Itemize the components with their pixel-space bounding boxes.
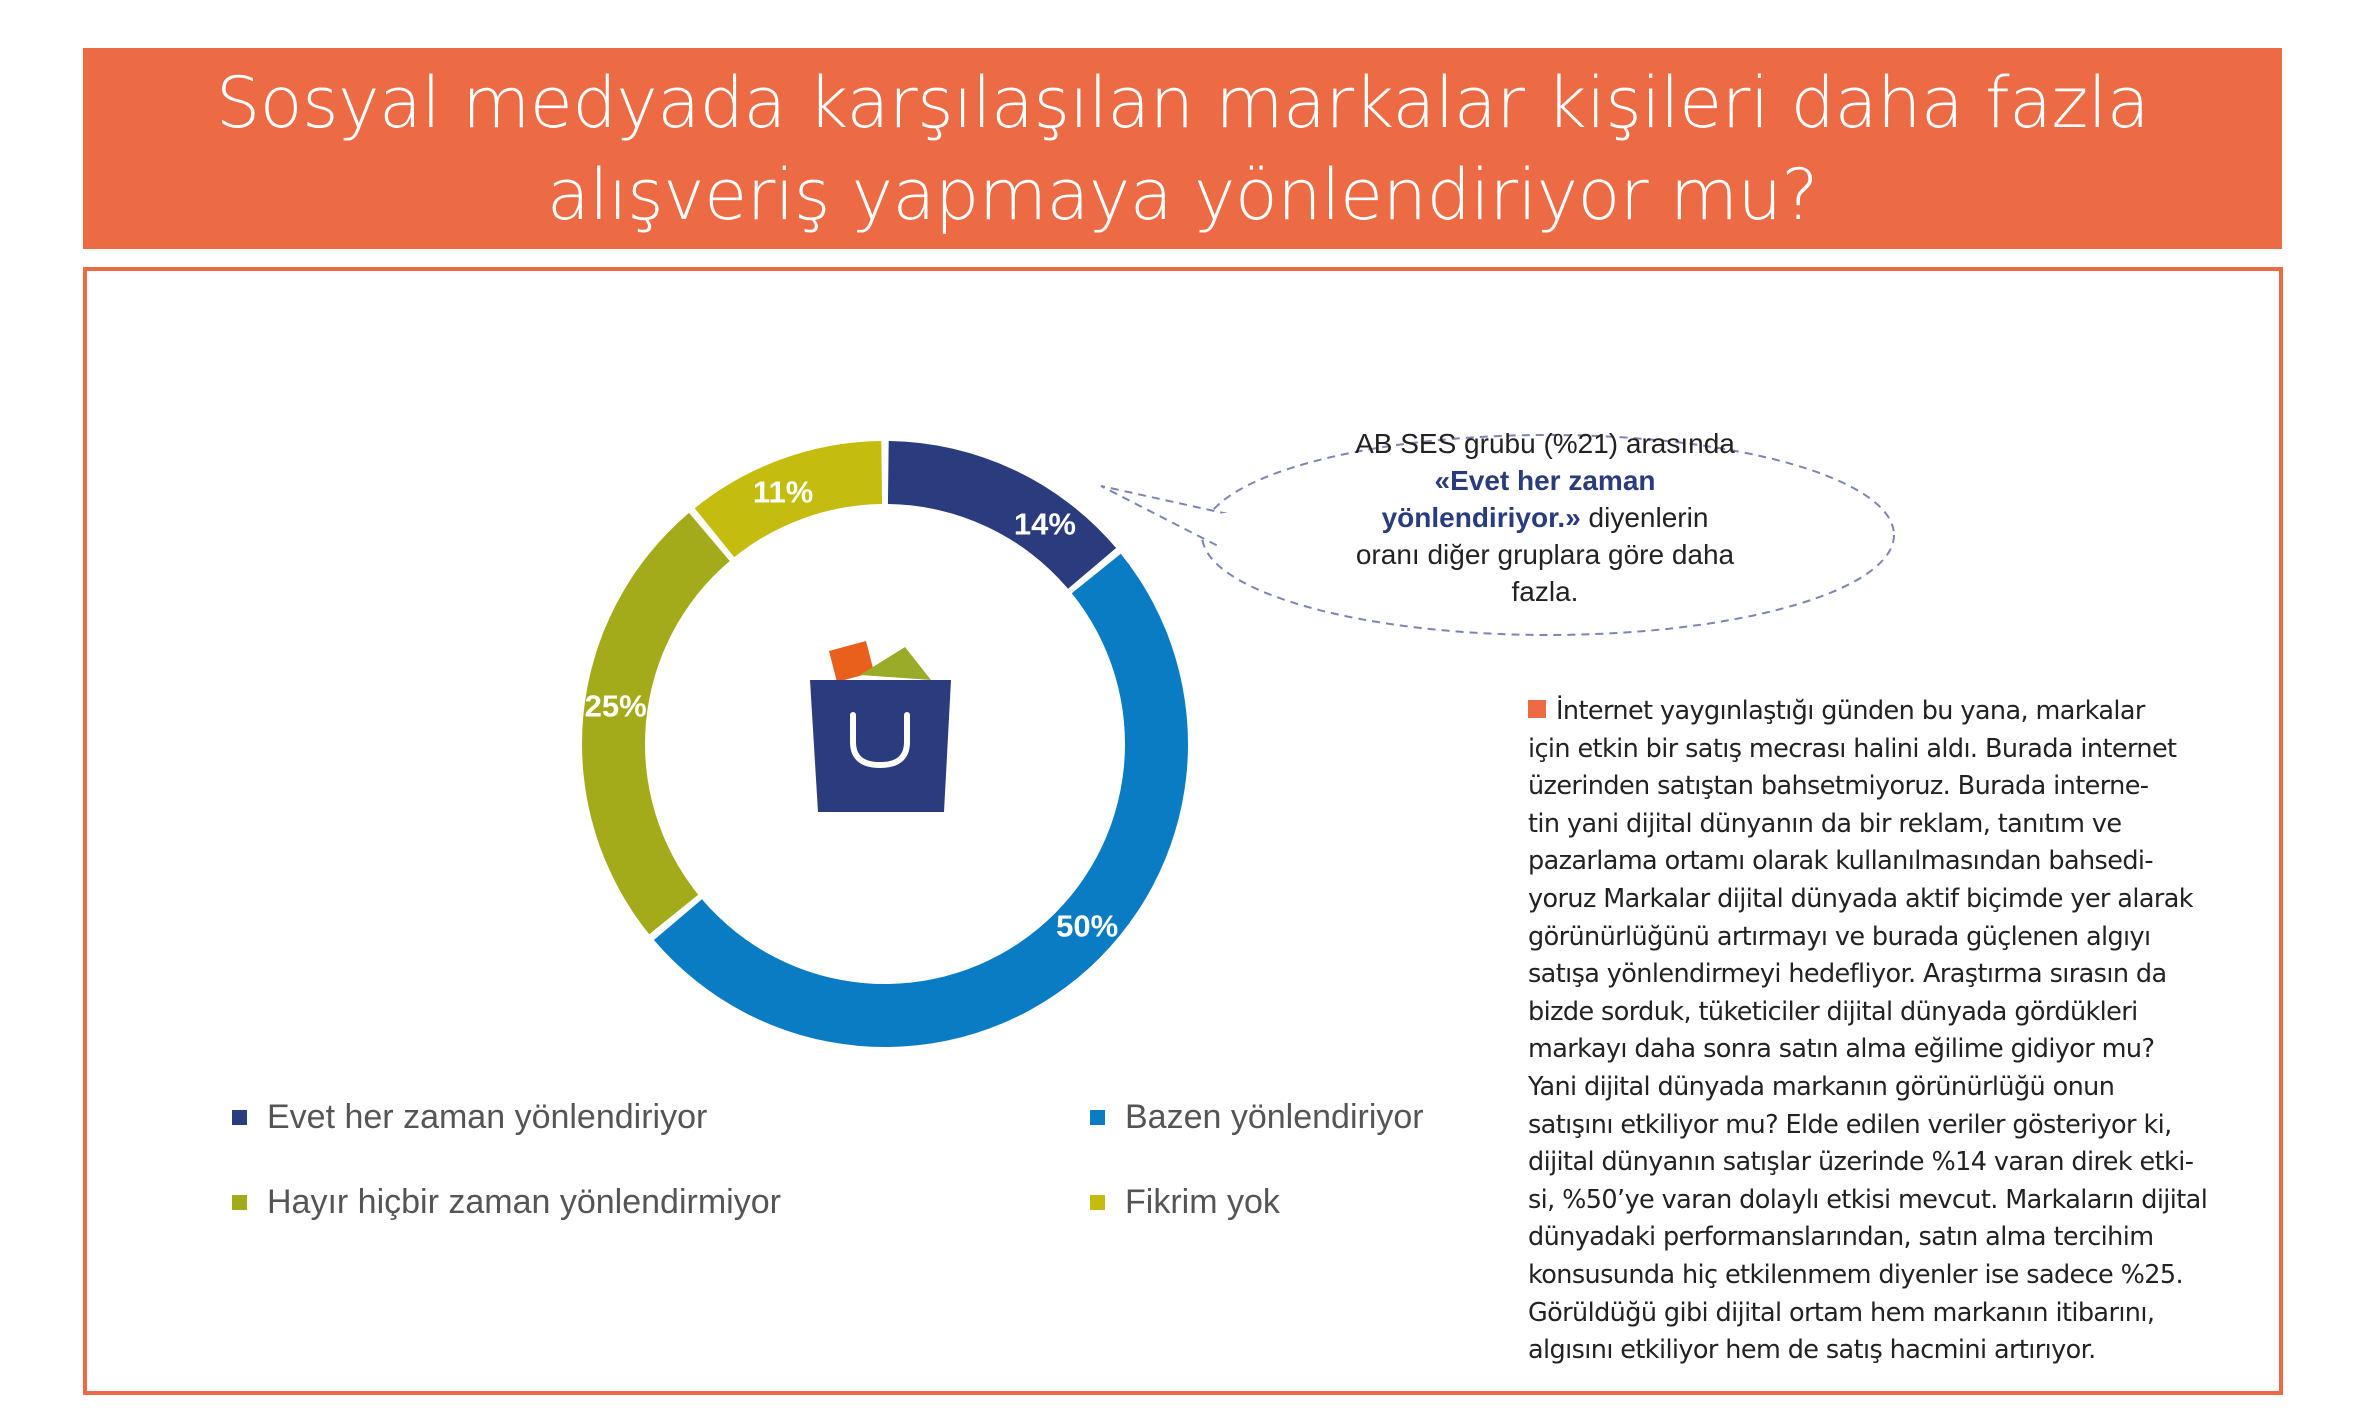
- body-line: görünürlüğünü artırmayı ve burada güçlen…: [1528, 921, 2151, 952]
- legend-item-fikrim-yok: Fikrim yok: [1090, 1183, 1280, 1222]
- body-line: konsusunda hiç etkilenmem diyenler ise s…: [1528, 1259, 2184, 1290]
- callout-line-2: «Evet her zaman: [1434, 465, 1656, 496]
- slice-label-evet: 14%: [1014, 506, 1076, 541]
- legend-label-fikrim-yok: Fikrim yok: [1125, 1183, 1280, 1221]
- body-line: yoruz Markalar dijital dünyada aktif biç…: [1528, 883, 2194, 914]
- title-banner: Sosyal medyada karşılaşılan markalar kiş…: [83, 48, 2282, 249]
- legend-swatch-evet: [232, 1110, 247, 1125]
- callout-line-4: oranı diğer gruplara göre daha: [1355, 539, 1735, 570]
- body-paragraph: İnternet yaygınlaştığı günden bu yana, m…: [1528, 693, 2258, 1370]
- legend-item-hayir: Hayır hiçbir zaman yönlendirmiyor: [232, 1183, 781, 1222]
- square-bullet-icon: [1528, 700, 1546, 718]
- body-line: si, %50’ye varan dolaylı etkisi mevcut. …: [1528, 1184, 2208, 1215]
- callout-bubble: [1100, 434, 1895, 636]
- callout-line-5: fazla.: [1511, 576, 1579, 607]
- slice-label-hayir: 25%: [585, 689, 647, 724]
- legend-swatch-fikrim-yok: [1090, 1195, 1105, 1210]
- body-line: İnternet yaygınlaştığı günden bu yana, m…: [1528, 693, 2258, 731]
- legend-swatch-hayir: [232, 1195, 247, 1210]
- body-line: satışını etkiliyor mu? Elde edilen veril…: [1528, 1109, 2172, 1140]
- body-line: üzerinden satıştan bahsetmiyoruz. Burada…: [1528, 771, 2149, 802]
- legend-label-bazen: Bazen yönlendiriyor: [1125, 1098, 1424, 1136]
- slice-fikrim-yok: [694, 441, 883, 558]
- slice-evet: [887, 441, 1117, 589]
- slice-label-fikrim-yok: 11%: [753, 474, 813, 509]
- slice-bazen: [653, 553, 1189, 1048]
- callout-line-3-highlight: yönlendiriyor.»: [1381, 502, 1581, 533]
- title-line-2: alışveriş yapmaya yönlendiriyor mu?: [546, 153, 1819, 236]
- body-line: algısını etkiliyor hem de satış hacmini …: [1528, 1335, 2096, 1366]
- body-line: satışa yönlendirmeyi hedefliyor. Araştır…: [1528, 959, 2167, 990]
- title-line-1: Sosyal medyada karşılaşılan markalar kiş…: [215, 61, 2150, 144]
- legend-label-hayir: Hayır hiçbir zaman yönlendirmiyor: [267, 1183, 781, 1221]
- slice-label-bazen: 50%: [1056, 909, 1118, 944]
- body-line: dijital dünyanın satışlar üzerinde %14 v…: [1528, 1147, 2194, 1178]
- content-frame: [83, 267, 2283, 1395]
- slice-labels: 14% 50% 25% 11%: [585, 474, 1119, 943]
- callout-text: AB SES grubu (%21) arasında «Evet her za…: [1295, 425, 1795, 610]
- legend-item-bazen: Bazen yönlendiriyor: [1090, 1098, 1424, 1137]
- body-line: Görüldüğü gibi dijital ortam hem markanı…: [1528, 1297, 2155, 1328]
- body-line: pazarlama ortamı olarak kullanılmasından…: [1528, 846, 2154, 877]
- callout-line-3-rest: diyenlerin: [1580, 502, 1709, 533]
- body-line: için etkin bir satış mecrası halini aldı…: [1528, 733, 2177, 764]
- body-line: tin yani dijital dünyanın da bir reklam,…: [1528, 808, 2122, 839]
- body-line: bizde sorduk, tüketiciler dijital dünyad…: [1528, 996, 2138, 1027]
- shopping-bag-icon: [810, 641, 951, 812]
- callout-line-1: AB SES grubu (%21) arasında: [1355, 428, 1735, 459]
- slice-hayir: [582, 512, 730, 935]
- callout-line-3: yönlendiriyor.» diyenlerin: [1295, 499, 1795, 536]
- body-line: dünyadaki performanslarından, satın alma…: [1528, 1222, 2154, 1253]
- body-line: Yani dijital dünyada markanın görünürlüğ…: [1528, 1071, 2115, 1102]
- legend-swatch-bazen: [1090, 1110, 1105, 1125]
- page-title: Sosyal medyada karşılaşılan markalar kiş…: [215, 57, 2150, 241]
- donut-slices: [582, 441, 1189, 1048]
- body-line: markayı daha sonra satın alma eğilime gi…: [1528, 1034, 2155, 1065]
- legend-item-evet: Evet her zaman yönlendiriyor: [232, 1098, 707, 1137]
- legend-label-evet: Evet her zaman yönlendiriyor: [267, 1098, 708, 1136]
